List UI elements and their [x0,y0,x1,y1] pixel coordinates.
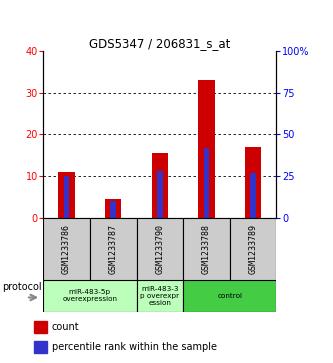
Bar [34,340,47,352]
Bar [64,176,69,218]
Bar [137,218,183,280]
Bar [157,171,163,218]
Bar [198,80,215,218]
Text: miR-483-3
p overexpr
ession: miR-483-3 p overexpr ession [140,286,179,306]
Bar [183,280,276,312]
Bar [204,148,209,218]
Bar [90,218,137,280]
Text: GSM1233786: GSM1233786 [62,224,71,274]
Bar [111,201,116,218]
Bar [230,218,276,280]
Bar [250,173,256,218]
Text: control: control [217,293,242,299]
Bar [43,280,137,312]
Text: GSM1233787: GSM1233787 [109,224,118,274]
Title: GDS5347 / 206831_s_at: GDS5347 / 206831_s_at [89,37,230,50]
Bar [245,147,261,218]
Text: GSM1233789: GSM1233789 [248,224,258,274]
Bar [43,218,90,280]
Text: count: count [52,322,79,331]
Text: protocol: protocol [2,282,42,292]
Text: miR-483-5p
overexpression: miR-483-5p overexpression [62,289,118,302]
Text: GSM1233790: GSM1233790 [155,224,165,274]
Text: GSM1233788: GSM1233788 [202,224,211,274]
Bar [58,172,75,218]
Bar [137,280,183,312]
Bar [152,153,168,218]
Bar [105,199,121,218]
Text: percentile rank within the sample: percentile rank within the sample [52,342,216,351]
Bar [183,218,230,280]
Bar [34,321,47,333]
